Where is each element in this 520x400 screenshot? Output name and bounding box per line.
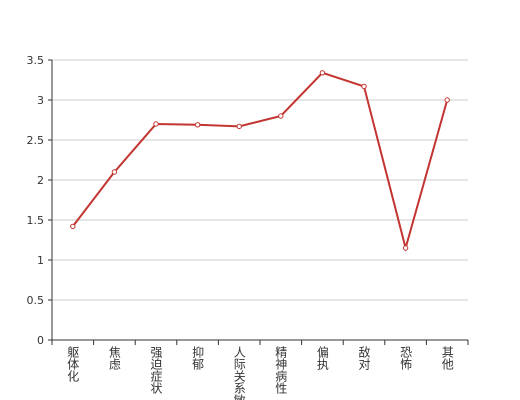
y-tick-label: 3 — [37, 94, 44, 107]
point — [402, 245, 409, 251]
x-tick-label: 焦虑 — [107, 346, 121, 370]
point — [153, 121, 159, 127]
y-tick-label: 0 — [37, 334, 44, 347]
x-tick-label: 强迫症状 — [149, 346, 163, 394]
y-tick-label: 2.5 — [27, 134, 45, 147]
point — [444, 97, 450, 103]
x-tick-label: 躯体化 — [66, 345, 80, 383]
point — [278, 113, 284, 119]
y-tick-label: 1 — [37, 254, 44, 267]
x-tick-label: 偏执 — [315, 345, 329, 371]
x-tick-label: 敌对 — [357, 345, 371, 370]
y-tick-label: 0.5 — [27, 294, 45, 307]
y-tick-label: 3.5 — [27, 54, 45, 67]
point — [111, 169, 118, 175]
x-tick-label: 恐怖 — [399, 346, 413, 370]
point — [319, 70, 326, 76]
point — [70, 223, 76, 230]
x-tick-label: 其他 — [440, 346, 454, 370]
x-tick-label: 抑郁 — [191, 345, 205, 371]
y-tick-label: 1.5 — [27, 214, 45, 227]
point — [361, 83, 367, 90]
point — [236, 123, 242, 130]
y-tick-label: 2 — [37, 174, 44, 187]
x-tick-label: 精神病性 — [274, 346, 288, 395]
x-tick-label: 人际关系敏感 — [232, 346, 246, 400]
point — [194, 122, 201, 128]
line — [72, 71, 449, 252]
